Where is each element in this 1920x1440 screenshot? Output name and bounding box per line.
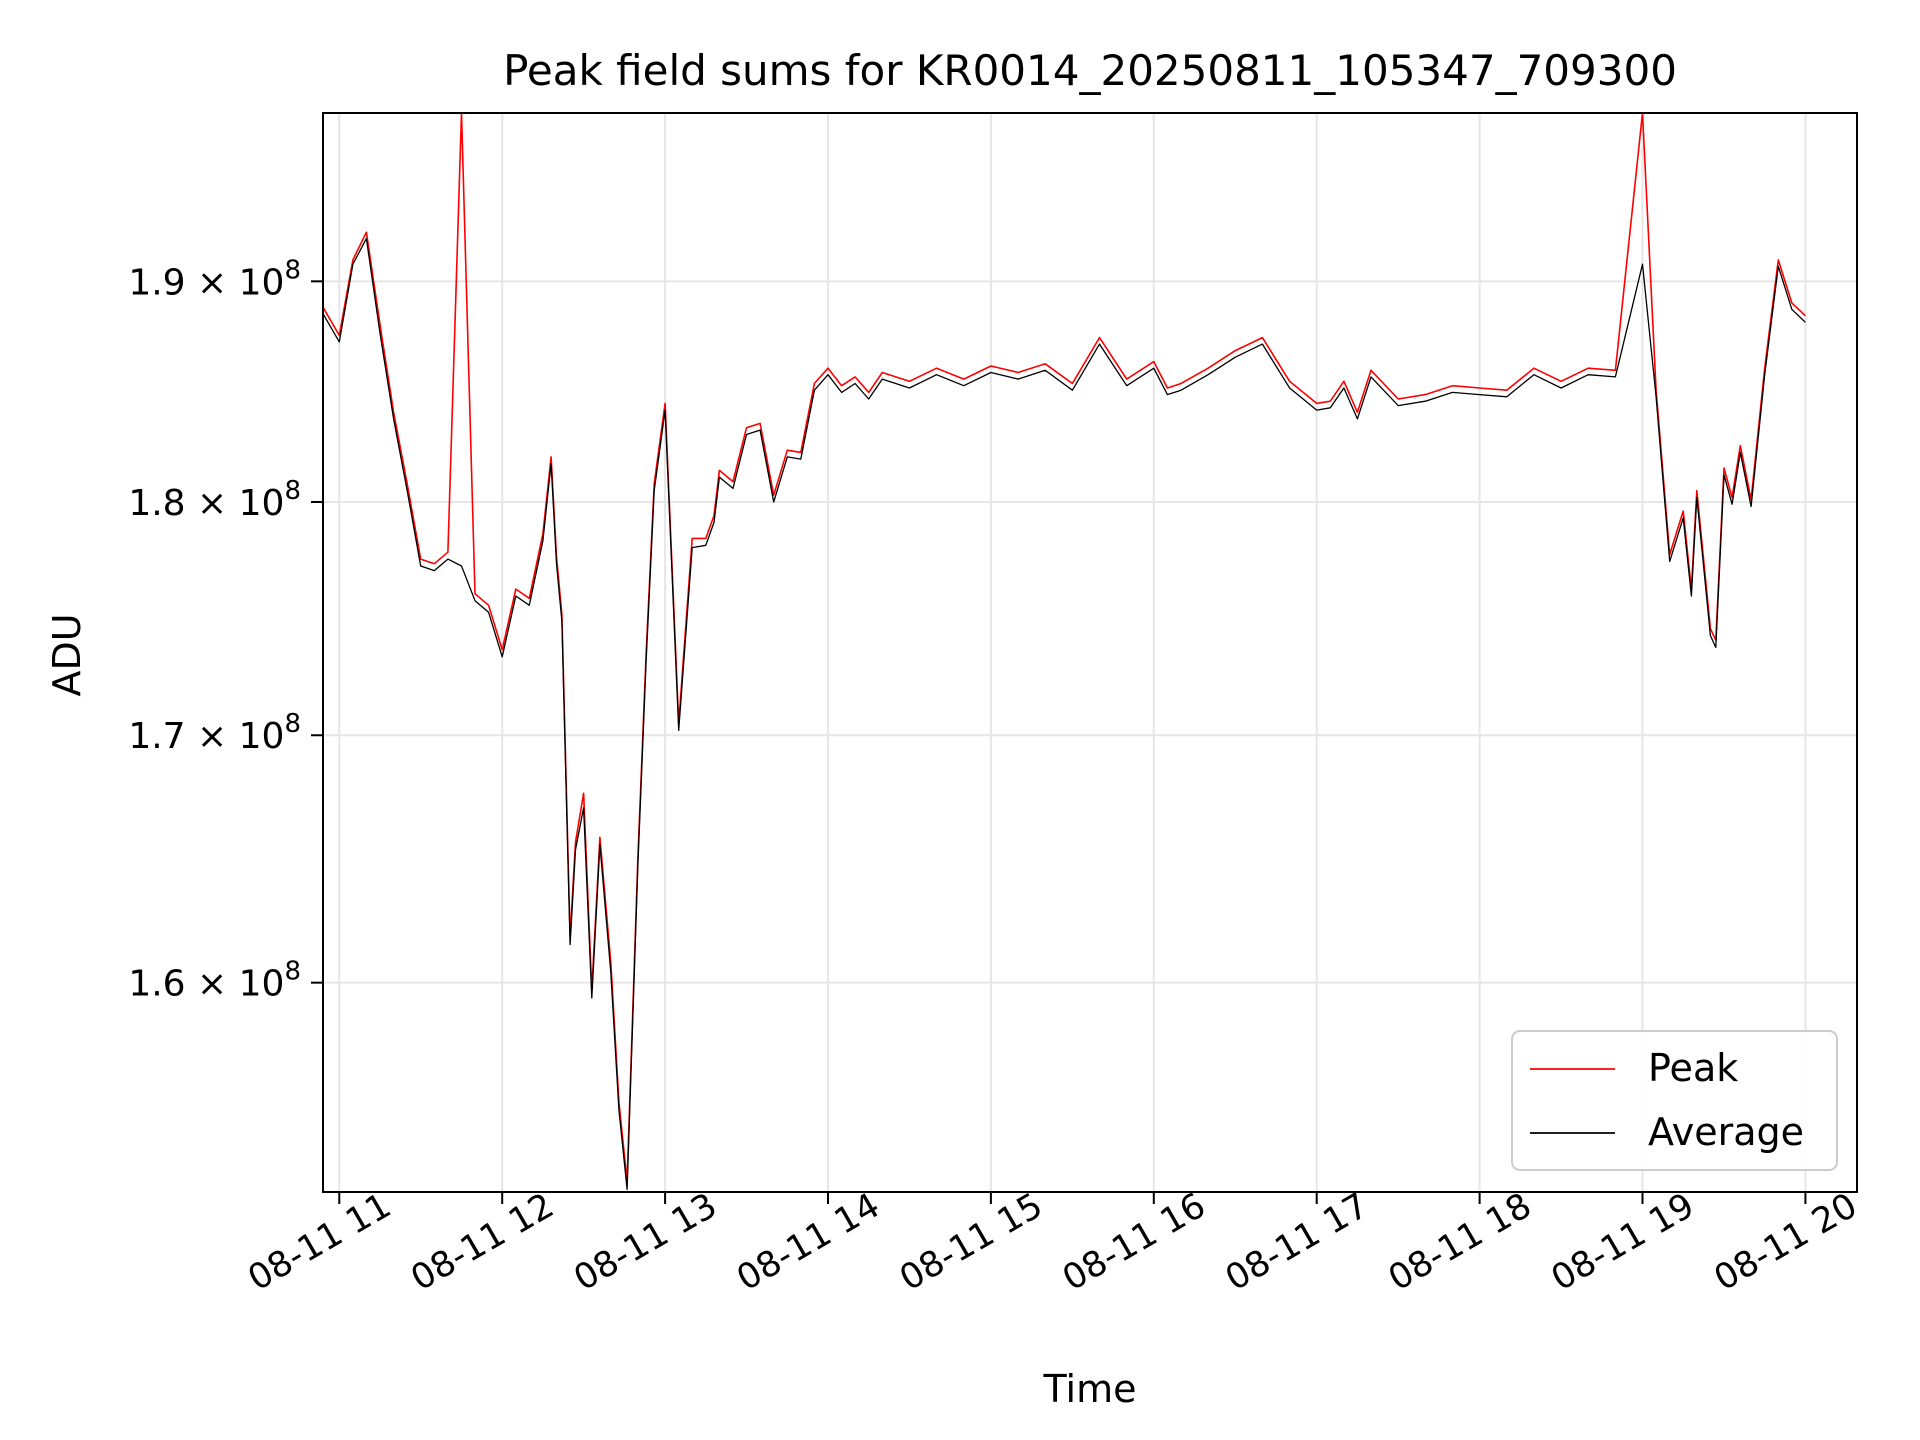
y-tick-label: 1.6 × 108 [128, 957, 301, 1005]
grid [323, 113, 1857, 1192]
legend-box [1511, 1030, 1838, 1171]
y-tick-label: 1.9 × 108 [128, 255, 301, 303]
y-tick-label: 1.8 × 108 [128, 476, 301, 524]
x-axis-label: Time [1043, 1367, 1137, 1411]
legend-label-peak: Peak [1648, 1046, 1738, 1090]
series-peak-line [322, 112, 1806, 1183]
series-average-line [322, 237, 1806, 1190]
legend: Peak Average [1511, 1030, 1838, 1171]
legend-label-average: Average [1648, 1110, 1804, 1154]
y-tick-label: 1.7 × 108 [128, 709, 301, 757]
series-layer [322, 112, 1806, 1190]
y-axis-label: ADU [45, 613, 89, 696]
plot-frame [322, 112, 1858, 1193]
chart-title: Peak field sums for KR0014_20250811_1053… [503, 46, 1677, 95]
y-axis: 1.6 × 108 1.7 × 108 1.8 × 108 1.9 × 108 [128, 255, 323, 1005]
